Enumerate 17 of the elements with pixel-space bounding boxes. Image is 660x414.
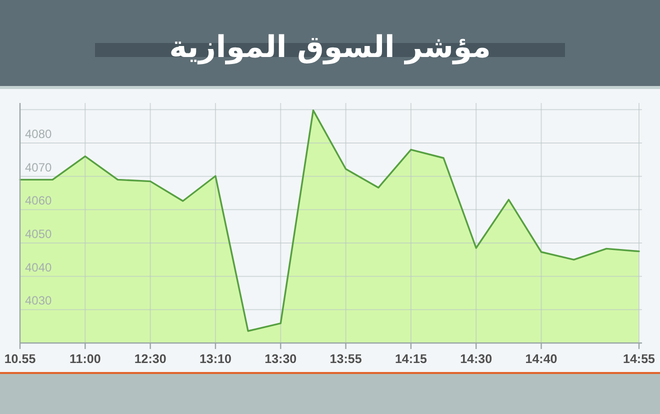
y-tick-label: 4040 (25, 260, 52, 274)
x-tick-label: 14:15 (394, 352, 427, 366)
x-tick-label: 14:30 (460, 352, 492, 366)
y-tick-label: 4030 (25, 294, 52, 308)
y-tick-label: 4050 (25, 227, 52, 241)
x-tick-label: 13:55 (330, 352, 362, 366)
x-tick-label: 14:40 (525, 352, 558, 366)
x-tick-label: 10.55 (4, 352, 36, 366)
x-tick-label: 13:10 (199, 352, 232, 366)
x-tick-label: 12:30 (134, 352, 166, 366)
y-tick-label: 4070 (25, 160, 52, 174)
x-tick-label: 14:55 (623, 352, 655, 366)
title: مؤشر السوق الموازية (169, 30, 491, 65)
x-tick-label: 13:30 (264, 352, 297, 366)
y-tick-label: 4060 (25, 194, 52, 208)
y-tick-label: 4080 (25, 127, 52, 141)
x-tick-label: 11:00 (70, 352, 101, 366)
